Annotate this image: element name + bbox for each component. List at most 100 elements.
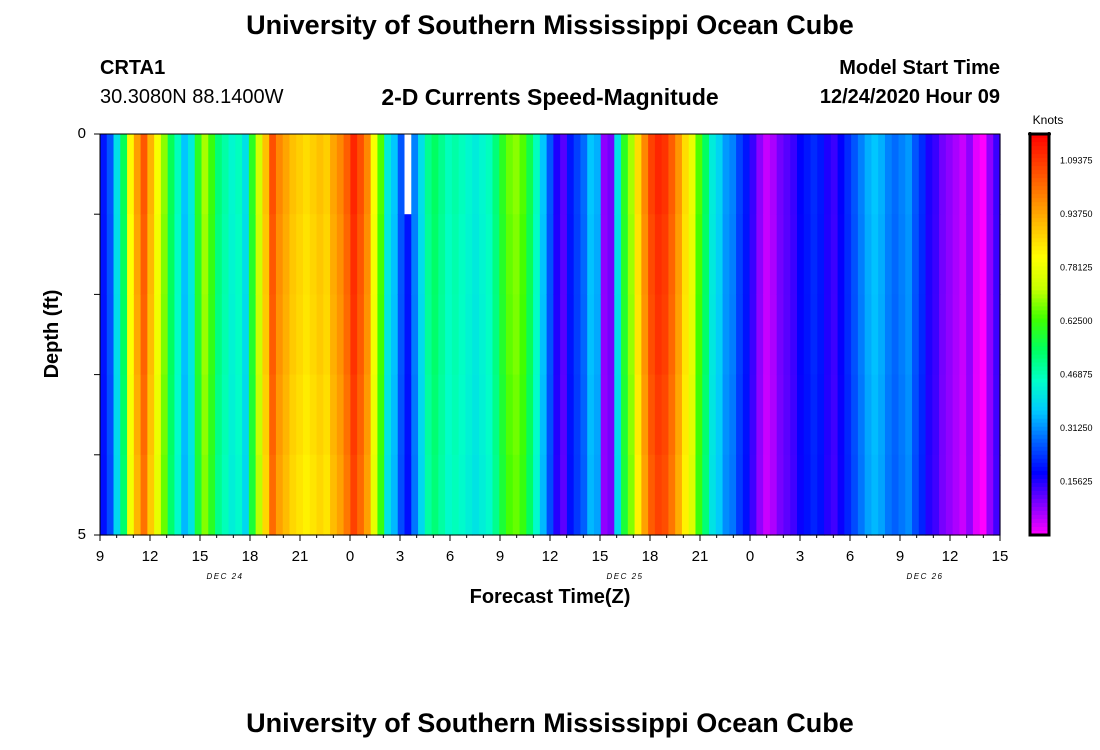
heatmap-cell <box>932 294 940 376</box>
heatmap-cell <box>945 214 954 295</box>
heatmap-cell <box>485 454 494 536</box>
heatmap-cell <box>952 294 960 376</box>
colorbar-tick-label: 0.15625 <box>1060 477 1093 487</box>
heatmap-cell <box>187 134 196 215</box>
heatmap-cell <box>384 214 392 295</box>
heatmap-cell <box>830 454 839 536</box>
heatmap-cell <box>133 134 142 215</box>
heatmap-cell <box>661 374 670 456</box>
heatmap-cell <box>715 134 724 215</box>
heatmap-cell <box>424 454 433 536</box>
heatmap-cell <box>560 374 568 456</box>
heatmap-cell <box>857 374 866 456</box>
heatmap-cell <box>478 454 487 536</box>
heatmap-cell <box>776 454 785 536</box>
heatmap-cell <box>986 374 994 456</box>
heatmap-cell <box>451 214 460 295</box>
heatmap-cell <box>688 214 697 295</box>
heatmap-cell <box>187 374 196 456</box>
heatmap-cell <box>506 454 514 536</box>
heatmap-cell <box>641 374 649 456</box>
heatmap-cell <box>573 454 582 536</box>
heatmap-cell <box>140 294 148 376</box>
heatmap-cell <box>533 294 541 376</box>
heatmap-cell <box>296 134 304 215</box>
colorbar-swatch <box>1030 374 1049 380</box>
heatmap-cell <box>607 454 615 536</box>
heatmap-cell <box>181 134 189 215</box>
colorbar-swatch <box>1030 506 1049 512</box>
heatmap-cell <box>891 294 900 376</box>
heatmap-cell <box>553 294 561 376</box>
heatmap-cell <box>357 374 365 456</box>
heatmap-cell <box>837 374 845 456</box>
heatmap-cell <box>533 374 541 456</box>
heatmap-cell <box>857 294 866 376</box>
heatmap-cell <box>357 134 365 215</box>
heatmap-cell <box>248 214 257 295</box>
heatmap-cell <box>296 374 304 456</box>
heatmap-cell <box>837 294 845 376</box>
heatmap-cell <box>208 454 216 536</box>
heatmap-cell <box>871 294 879 376</box>
heatmap-cell <box>600 374 609 456</box>
heatmap-cell <box>790 454 798 536</box>
heatmap-cell <box>803 214 812 295</box>
heatmap-cell <box>546 134 554 215</box>
heatmap-cell <box>702 454 710 536</box>
heatmap-cell <box>113 374 121 456</box>
heatmap-cell <box>905 134 913 215</box>
colorbar-swatch <box>1030 466 1049 472</box>
heatmap-cell <box>864 374 873 456</box>
heatmap-cell <box>796 374 805 456</box>
heatmap-cell <box>154 294 162 376</box>
heatmap-cell <box>769 134 778 215</box>
heatmap-cell <box>154 214 162 295</box>
heatmap-cell <box>133 454 142 536</box>
colorbar-swatch <box>1030 202 1049 207</box>
heatmap-cell <box>519 294 527 376</box>
heatmap-cell <box>539 134 548 215</box>
heatmap-cell <box>878 374 886 456</box>
colorbar-swatch <box>1030 522 1049 528</box>
heatmap-cell <box>668 454 676 536</box>
heatmap-cell <box>729 454 737 536</box>
heatmap-cell <box>499 214 507 295</box>
heatmap-cell <box>187 454 196 536</box>
heatmap-cell <box>127 134 135 215</box>
heatmap-cell <box>384 374 392 456</box>
heatmap-cell <box>336 134 345 215</box>
heatmap-cell <box>106 214 115 295</box>
heatmap-cell <box>492 374 500 456</box>
colorbar-swatch <box>1030 226 1049 231</box>
heatmap-cell <box>113 294 121 376</box>
heatmap-cell <box>952 454 960 536</box>
heatmap-cell <box>526 454 534 536</box>
colorbar-swatch <box>1030 366 1049 372</box>
heatmap-cell <box>215 454 223 536</box>
heatmap-cell <box>221 454 230 536</box>
heatmap-cell <box>458 214 467 295</box>
heatmap-cell <box>404 134 412 215</box>
heatmap-cell <box>100 214 108 295</box>
heatmap-cell <box>397 214 406 295</box>
heatmap-cell <box>979 134 988 215</box>
heatmap-cell <box>993 214 1001 295</box>
heatmap-cell <box>363 454 372 536</box>
heatmap-cell <box>242 214 250 295</box>
heatmap-cell <box>242 134 250 215</box>
heatmap-cell <box>282 374 291 456</box>
heatmap-cell <box>654 294 663 376</box>
heatmap-cell <box>248 294 257 376</box>
heatmap-cell <box>424 294 433 376</box>
heatmap-cell <box>140 374 148 456</box>
heatmap-cell <box>600 214 609 295</box>
heatmap-cell <box>336 214 345 295</box>
heatmap-cell <box>600 134 609 215</box>
heatmap-cell <box>465 454 473 536</box>
heatmap-cell <box>790 374 798 456</box>
heatmap-cell <box>275 294 284 376</box>
heatmap-cell <box>796 294 805 376</box>
heatmap-cell <box>269 454 277 536</box>
heatmap-cell <box>790 294 798 376</box>
